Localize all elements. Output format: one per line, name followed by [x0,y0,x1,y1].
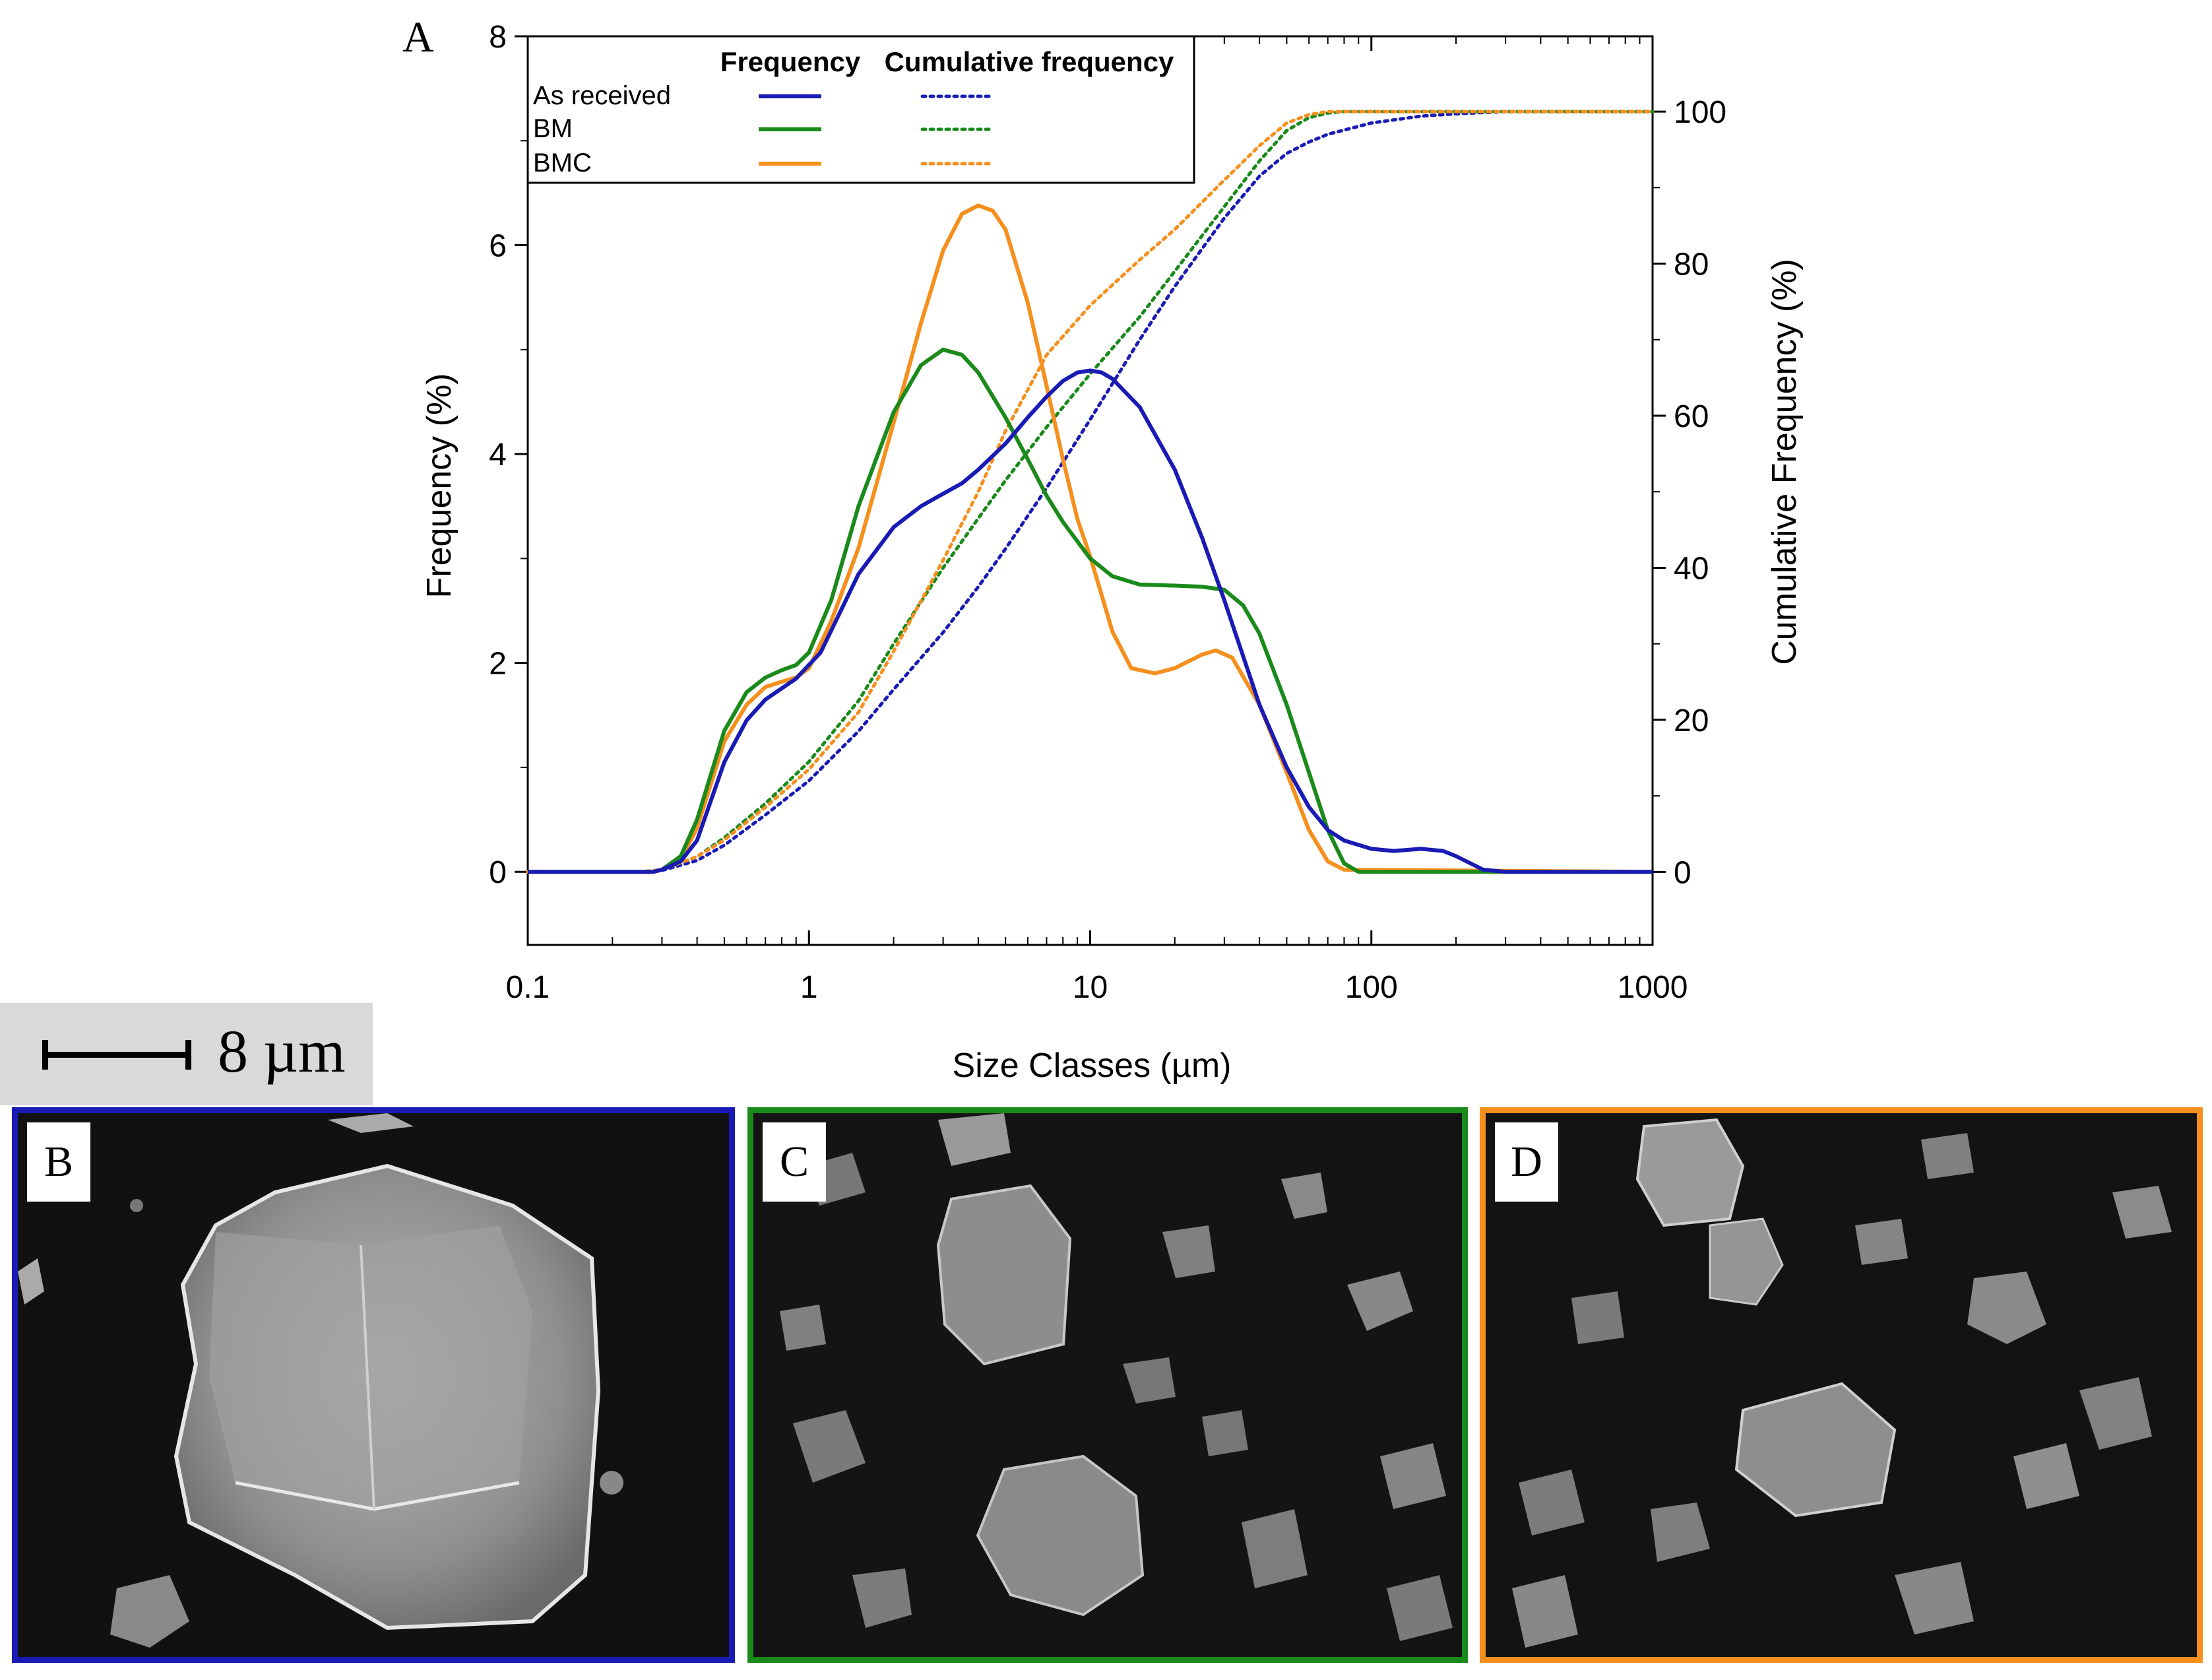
x-tick-label: 100 [1345,970,1398,1005]
scale-bar-label: 8 µm [218,1018,346,1085]
sem-image-d [1486,1113,2197,1657]
scale-bar-line [42,1040,191,1070]
sem-micrograph-d: D [1480,1107,2203,1663]
y-tick-label: 2 [489,647,507,682]
cumulative-line-bmc [526,110,1655,874]
y2-tick-label: 40 [1674,551,1709,586]
x-tick-label: 0.1 [506,970,550,1005]
y2-axis-label: Cumulative Frequency (%) [1765,259,1804,665]
sem-micrograph-c: C [747,1107,1468,1663]
sem-image-b [18,1113,729,1657]
y2-tick-label: 20 [1674,703,1709,738]
frequency-line-bmc [528,203,1653,874]
legend: Frequency Cumulative frequency As received… [526,35,1195,184]
panel-label-a: A [402,13,434,61]
y-axis-label: Frequency (%) [420,373,458,598]
y2-tick-label: 100 [1674,95,1726,130]
frequency-line-bm [528,347,1653,874]
sem-micrograph-b: B [12,1107,735,1663]
legend-box [526,35,1195,184]
y-tick-label: 8 [489,20,507,55]
cumulative-line-as-received [526,110,1655,874]
panel-letter-d: D [1495,1122,1558,1202]
panel-letter-b: B [27,1122,90,1202]
legend-header-frequency: Frequency [720,46,861,77]
data-series [526,110,1655,874]
panel-letter-c: C [763,1122,826,1202]
scale-bar: 8 µm [0,1003,373,1105]
x-tick-label: 1 [800,970,818,1005]
sem-image-c [753,1113,1462,1657]
frequency-line-as-received [528,368,1653,874]
y2-tick-label: 80 [1674,247,1709,282]
legend-header-cumulative: Cumulative frequency [885,46,1174,77]
x-tick-label: 10 [1073,970,1108,1005]
y-tick-label: 6 [489,229,507,264]
y2-tick-label: 0 [1674,855,1691,890]
legend-entry-label: BM [533,114,573,143]
legend-entry-label: As received [533,81,671,110]
legend-entry-label: BMC [533,148,592,178]
cumulative-line-bm [526,110,1655,874]
y2-tick-label: 60 [1674,399,1709,434]
y-tick-label: 4 [489,437,507,472]
x-tick-label: 1000 [1618,970,1688,1005]
y-tick-label: 0 [489,855,507,890]
x-axis-label: Size Classes (µm) [953,1047,1232,1085]
